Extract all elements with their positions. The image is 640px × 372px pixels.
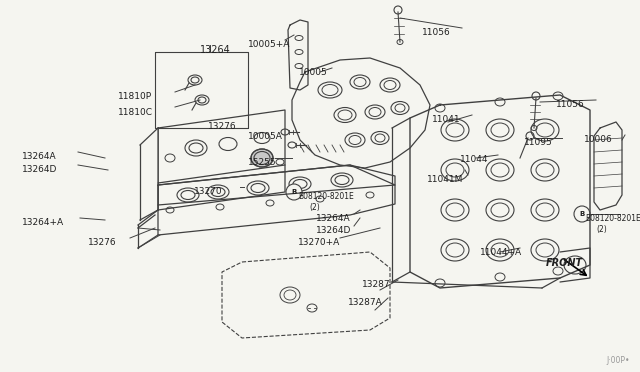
- Ellipse shape: [251, 149, 273, 167]
- Text: 15255: 15255: [248, 158, 276, 167]
- Circle shape: [574, 206, 590, 222]
- Circle shape: [286, 184, 302, 200]
- Text: 11810P: 11810P: [118, 92, 152, 101]
- Text: 11044+A: 11044+A: [480, 248, 522, 257]
- Text: 13264A: 13264A: [316, 214, 351, 223]
- Text: 13264+A: 13264+A: [22, 218, 64, 227]
- Text: 13264D: 13264D: [316, 226, 351, 235]
- Text: 11041M: 11041M: [427, 175, 463, 184]
- Text: 11041: 11041: [432, 115, 461, 124]
- Text: 13287: 13287: [362, 280, 390, 289]
- Text: 13270: 13270: [194, 187, 223, 196]
- Text: (2): (2): [309, 203, 320, 212]
- Text: 11044: 11044: [460, 155, 488, 164]
- Text: B08120-8201E: B08120-8201E: [585, 214, 640, 223]
- Text: 13264A: 13264A: [22, 152, 56, 161]
- Text: B08120-8201E: B08120-8201E: [298, 192, 354, 201]
- Text: 13264D: 13264D: [22, 165, 58, 174]
- Text: 10006: 10006: [584, 135, 612, 144]
- Text: FRONT: FRONT: [546, 258, 583, 268]
- Text: 11810C: 11810C: [118, 108, 153, 117]
- Text: 13270+A: 13270+A: [298, 238, 340, 247]
- Text: 10005A: 10005A: [248, 132, 283, 141]
- Text: 13276: 13276: [88, 238, 116, 247]
- Text: 13287A: 13287A: [348, 298, 383, 307]
- Text: B: B: [579, 211, 584, 217]
- Text: J·00P•: J·00P•: [607, 356, 630, 365]
- Text: 13264: 13264: [200, 45, 231, 55]
- Text: 10005: 10005: [299, 68, 328, 77]
- Text: (2): (2): [596, 225, 607, 234]
- Text: 13276: 13276: [208, 122, 237, 131]
- Text: 11095: 11095: [524, 138, 553, 147]
- Text: 11056: 11056: [556, 100, 585, 109]
- Text: 11056: 11056: [422, 28, 451, 37]
- Text: B: B: [291, 189, 296, 195]
- Text: 10005+A: 10005+A: [248, 40, 291, 49]
